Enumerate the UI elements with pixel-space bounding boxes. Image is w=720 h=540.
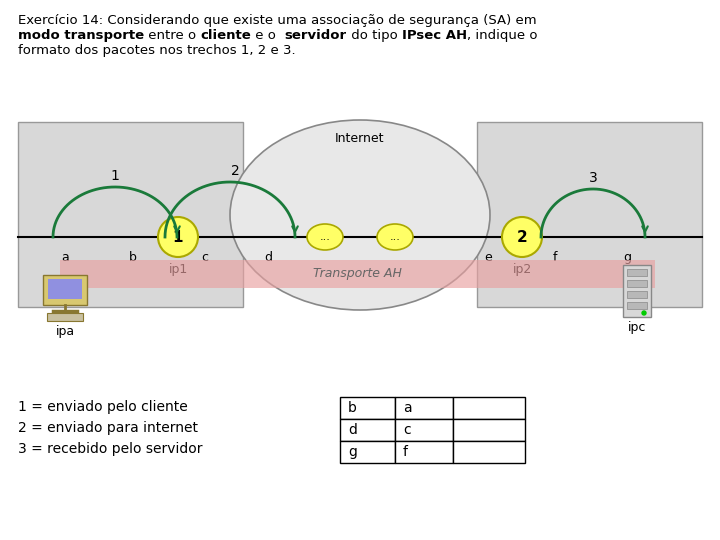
Text: 2: 2 [517, 230, 527, 245]
Text: a: a [61, 251, 69, 264]
Bar [395, 419, 453, 441]
Ellipse shape [377, 224, 413, 250]
Text: ip1: ip1 [168, 263, 188, 276]
Text: 1: 1 [173, 230, 184, 245]
Text: modo transporte: modo transporte [18, 29, 144, 42]
Text: 3: 3 [589, 171, 598, 185]
Text: Internet: Internet [336, 132, 384, 145]
Ellipse shape [230, 120, 490, 310]
Bar [395, 397, 453, 419]
Bar [627, 302, 647, 309]
Text: g: g [623, 251, 631, 264]
Text: ...: ... [390, 232, 400, 242]
Text: , indique o: , indique o [467, 29, 537, 42]
Bar [60, 260, 655, 288]
Text: ipc: ipc [628, 321, 646, 334]
Circle shape [642, 311, 646, 315]
Text: d: d [264, 251, 272, 264]
Text: entre o: entre o [144, 29, 200, 42]
Text: e: e [484, 251, 492, 264]
Bar [453, 419, 525, 441]
Circle shape [158, 217, 198, 257]
Text: 1 = enviado pelo cliente: 1 = enviado pelo cliente [18, 400, 188, 414]
Text: 2 = enviado para internet: 2 = enviado para internet [18, 421, 198, 435]
Text: e o: e o [251, 29, 284, 42]
Ellipse shape [307, 224, 343, 250]
Text: b: b [129, 251, 137, 264]
Bar [623, 265, 651, 317]
Text: 3 = recebido pelo servidor: 3 = recebido pelo servidor [18, 442, 202, 456]
Text: c: c [202, 251, 209, 264]
Bar [340, 441, 395, 463]
Bar [395, 441, 453, 463]
Bar [627, 269, 647, 276]
Bar [18, 122, 243, 307]
Bar [340, 397, 395, 419]
Bar [627, 291, 647, 298]
Text: do tipo: do tipo [347, 29, 402, 42]
Text: ...: ... [320, 232, 330, 242]
Text: formato dos pacotes nos trechos 1, 2 e 3.: formato dos pacotes nos trechos 1, 2 e 3… [18, 44, 296, 57]
Text: 1: 1 [111, 169, 120, 183]
Bar [453, 441, 525, 463]
Bar [340, 419, 395, 441]
Text: IPsec AH: IPsec AH [402, 29, 467, 42]
Text: f: f [553, 251, 557, 264]
Text: d: d [348, 423, 357, 437]
Bar [477, 122, 702, 307]
Circle shape [502, 217, 542, 257]
Text: b: b [348, 401, 357, 415]
Text: cliente: cliente [200, 29, 251, 42]
Bar [43, 275, 87, 305]
Text: Exercício 14: Considerando que existe uma associação de segurança (SA) em: Exercício 14: Considerando que existe um… [18, 14, 536, 27]
Text: servidor: servidor [284, 29, 347, 42]
Text: g: g [348, 445, 357, 459]
Text: ip2: ip2 [513, 263, 531, 276]
Text: 2: 2 [230, 164, 239, 178]
Text: a: a [403, 401, 412, 415]
Bar [453, 397, 525, 419]
Bar [47, 313, 83, 321]
Text: Transporte AH: Transporte AH [313, 267, 402, 280]
Text: f: f [403, 445, 408, 459]
Bar [48, 279, 82, 299]
Text: ipa: ipa [55, 325, 75, 338]
Text: c: c [403, 423, 410, 437]
Bar [627, 280, 647, 287]
